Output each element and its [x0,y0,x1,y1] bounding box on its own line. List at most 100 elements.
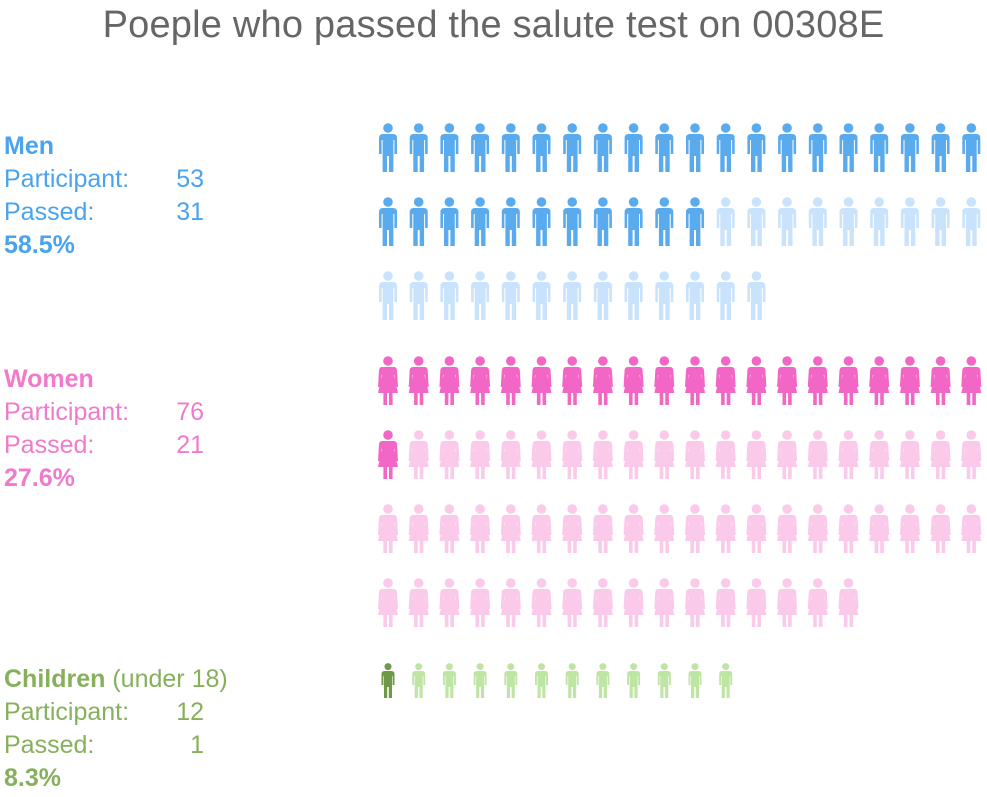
women-woman-icon-not-passed [746,504,767,553]
men-man-icon-not-passed [409,271,428,320]
men-man-icon-passed [655,123,674,172]
children-child-icon-passed [381,663,395,698]
women-woman-icon-not-passed [930,504,951,553]
women-woman-icon-not-passed [592,430,613,479]
men-man-icon-passed [931,123,950,172]
women-woman-icon-not-passed [623,578,644,627]
men-passed-value: 31 [176,198,204,226]
women-woman-icon-not-passed [838,504,859,553]
women-woman-icon-not-passed [899,504,920,553]
men-group-label: Men Participant: 53 Passed: 31 58.5% [4,130,204,262]
women-woman-icon-not-passed [500,504,521,553]
children-child-icon-not-passed [504,663,518,698]
children-group-label: Children (under 18) Participant: 12 Pass… [4,663,228,795]
women-woman-icon-not-passed [439,504,460,553]
women-woman-icon-passed [685,356,705,405]
men-passed-label: Passed: [4,198,95,226]
women-woman-icon-passed [807,356,828,405]
men-man-icon-passed [624,123,643,172]
women-woman-icon-not-passed [807,504,828,553]
men-man-icon-passed [563,197,582,246]
women-woman-icon-not-passed [439,578,460,627]
women-woman-icon-passed [531,356,552,405]
children-child-icon-not-passed [596,663,610,698]
children-participant-value: 12 [176,698,204,726]
women-woman-icon-not-passed [899,430,920,479]
women-woman-icon-not-passed [746,578,767,627]
men-man-icon-passed [379,123,397,172]
children-name: Children [4,665,106,693]
men-man-icon-not-passed [440,271,459,320]
women-woman-icon-passed [623,356,644,405]
men-man-icon-not-passed [839,197,858,246]
men-man-icon-passed [686,123,704,172]
women-woman-icon-not-passed [531,430,552,479]
men-man-icon-not-passed [900,197,919,246]
women-woman-icon-not-passed [869,504,890,553]
men-man-icon-passed [808,123,827,172]
women-woman-icon-not-passed [715,430,736,479]
women-woman-icon-not-passed [500,430,521,479]
women-woman-icon-passed [500,356,521,405]
men-man-icon-passed [440,197,459,246]
women-woman-icon-not-passed [961,430,982,479]
men-man-icon-passed [440,123,459,172]
women-woman-icon-not-passed [654,430,675,479]
women-woman-icon-not-passed [685,578,705,627]
women-woman-icon-not-passed [470,578,491,627]
men-man-icon-not-passed [501,271,520,320]
women-participant-value: 76 [176,398,204,426]
children-child-icon-not-passed [412,663,426,698]
men-man-icon-passed [716,123,735,172]
women-woman-icon-not-passed [961,504,982,553]
women-woman-icon-passed [899,356,920,405]
women-name: Women [4,365,94,393]
men-participant-label: Participant: [4,165,130,193]
women-woman-icon-passed [378,430,398,479]
children-participant-label: Participant: [4,698,130,726]
men-man-icon-passed [563,123,582,172]
women-woman-icon-passed [439,356,460,405]
women-woman-icon-not-passed [930,430,951,479]
women-participant-label: Participant: [4,398,130,426]
men-man-icon-passed [870,123,889,172]
men-man-icon-not-passed [532,271,551,320]
women-woman-icon-not-passed [408,504,429,553]
women-woman-icon-not-passed [592,504,613,553]
women-woman-icon-passed [378,356,398,405]
men-man-icon-passed [686,197,704,246]
women-woman-icon-not-passed [777,504,798,553]
women-woman-icon-not-passed [531,504,552,553]
men-man-icon-not-passed [716,271,735,320]
men-man-icon-not-passed [686,271,704,320]
men-man-icon-passed [747,123,766,172]
men-man-icon-not-passed [471,271,490,320]
women-woman-icon-not-passed [685,430,705,479]
children-child-icon-not-passed [688,663,702,698]
men-man-icon-passed [471,197,490,246]
men-man-icon-not-passed [655,271,674,320]
men-percent: 58.5% [4,231,75,259]
women-woman-icon-not-passed [807,430,828,479]
women-woman-icon-passed [408,356,429,405]
women-woman-icon-not-passed [408,578,429,627]
women-passed-value: 21 [176,431,204,459]
women-woman-icon-not-passed [378,504,398,553]
men-man-icon-not-passed [716,197,735,246]
men-name: Men [4,132,54,160]
men-man-icon-not-passed [747,271,766,320]
chart-title: Poeple who passed the salute test on 003… [102,4,885,46]
women-woman-icon-not-passed [623,504,644,553]
men-man-icon-passed [593,123,612,172]
women-woman-icon-not-passed [562,578,583,627]
children-child-icon-not-passed [473,663,487,698]
women-woman-icon-passed [930,356,951,405]
women-woman-icon-not-passed [685,504,705,553]
men-man-icon-passed [379,197,397,246]
men-man-icon-passed [532,123,551,172]
men-man-icon-passed [409,197,428,246]
men-man-icon-not-passed [624,271,643,320]
men-man-icon-not-passed [931,197,950,246]
women-woman-icon-not-passed [838,578,859,627]
children-passed-label: Passed: [4,731,95,759]
